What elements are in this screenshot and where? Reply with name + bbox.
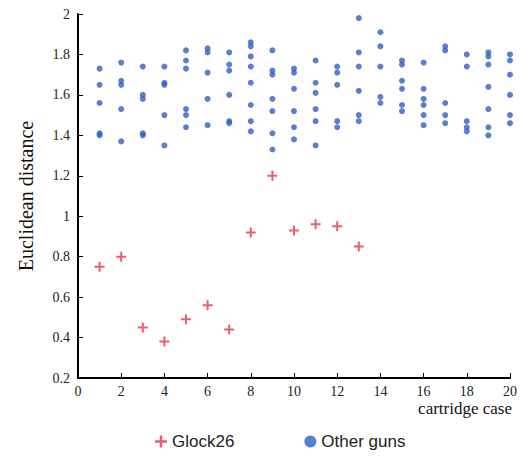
svg-text:8: 8	[247, 384, 254, 399]
svg-text:4: 4	[161, 384, 168, 399]
svg-text:12: 12	[330, 384, 344, 399]
svg-text:1.8: 1.8	[53, 47, 71, 62]
svg-text:cartridge case: cartridge case	[418, 399, 512, 418]
svg-text:6: 6	[204, 384, 211, 399]
svg-text:Euclidean distance: Euclidean distance	[15, 121, 37, 272]
svg-text:0.6: 0.6	[53, 290, 71, 305]
svg-text:Other guns: Other guns	[321, 432, 405, 451]
svg-text:0: 0	[75, 384, 82, 399]
svg-text:14: 14	[373, 384, 387, 399]
svg-text:1.4: 1.4	[53, 128, 71, 143]
svg-text:0.2: 0.2	[53, 371, 71, 386]
svg-text:0.8: 0.8	[53, 249, 71, 264]
svg-text:10: 10	[287, 384, 301, 399]
svg-text:1.2: 1.2	[53, 168, 71, 183]
svg-text:2: 2	[118, 384, 125, 399]
svg-text:16: 16	[417, 384, 431, 399]
svg-text:0.4: 0.4	[53, 330, 71, 345]
svg-text:20: 20	[503, 384, 517, 399]
svg-text:1: 1	[63, 209, 70, 224]
svg-text:Glock26: Glock26	[172, 432, 234, 451]
svg-text:1.6: 1.6	[53, 87, 71, 102]
svg-text:18: 18	[460, 384, 474, 399]
svg-text:2: 2	[63, 7, 70, 22]
